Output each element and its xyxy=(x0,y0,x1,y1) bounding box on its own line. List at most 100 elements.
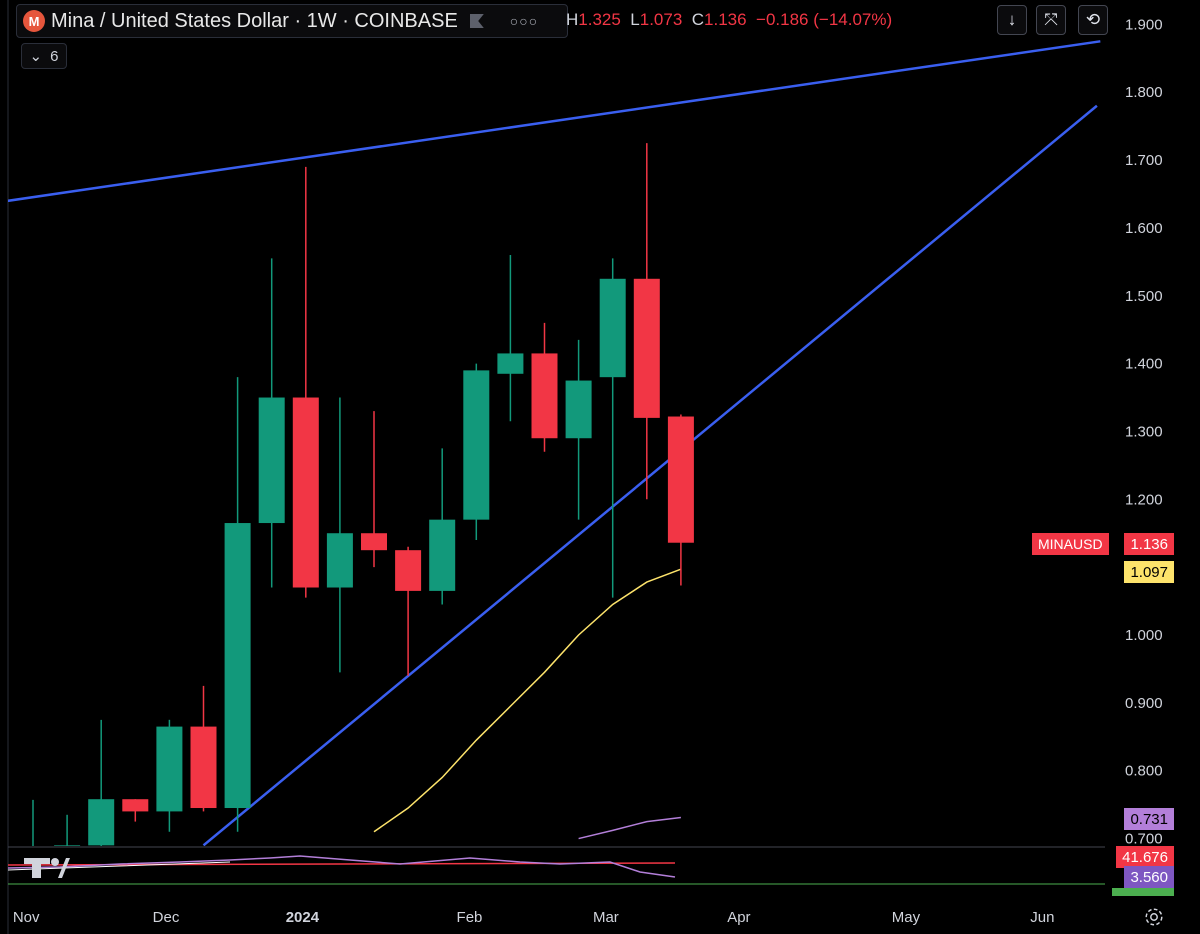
candle-body xyxy=(292,397,319,588)
collapse-icon: ⤧ xyxy=(1044,10,1058,29)
candle xyxy=(531,322,558,452)
candles xyxy=(32,143,694,846)
more-dots-icon[interactable]: ○○○ xyxy=(509,13,539,29)
moving-average xyxy=(373,568,682,840)
close-value: 1.136 xyxy=(704,10,747,29)
candle xyxy=(326,397,353,673)
y-tick-label: 1.200 xyxy=(1125,491,1163,508)
low-value: 1.073 xyxy=(639,10,683,29)
candle xyxy=(54,814,81,846)
purple-line xyxy=(578,816,681,840)
candle-body xyxy=(667,416,694,543)
last-price-tag: 1.136 xyxy=(1124,533,1174,555)
rsi-value-tag: 41.676 xyxy=(1116,846,1174,868)
candle-body xyxy=(190,726,217,809)
candle xyxy=(395,546,422,676)
y-tick-label: 0.800 xyxy=(1125,763,1163,780)
mina-logo-icon: M xyxy=(23,10,45,32)
candle-body xyxy=(633,278,660,418)
candle-body xyxy=(54,845,81,846)
x-tick-label: Nov xyxy=(13,909,40,926)
trendline-upper-resistance[interactable] xyxy=(0,40,1101,241)
candle xyxy=(361,411,387,568)
y-tick-label: 1.900 xyxy=(1125,16,1163,33)
candle-body xyxy=(88,799,115,846)
fullscreen-button[interactable]: ⟲ xyxy=(1078,5,1108,35)
candle xyxy=(88,719,115,846)
candle xyxy=(224,377,251,832)
candle xyxy=(463,363,490,541)
arrow-down-icon: ↓ xyxy=(1007,10,1017,29)
y-tick-label: 1.700 xyxy=(1125,152,1163,169)
candle-body xyxy=(326,533,353,588)
candle xyxy=(190,685,217,812)
y-tick-label: 1.000 xyxy=(1125,627,1163,644)
trendlines xyxy=(0,40,1101,846)
candle-body xyxy=(429,519,456,591)
candle xyxy=(258,258,285,588)
candle-body xyxy=(361,533,387,551)
trendline-lower-support[interactable] xyxy=(202,104,1098,846)
indicator-count: 6 xyxy=(50,47,59,65)
candle-body xyxy=(531,353,558,439)
y-tick-label: 0.700 xyxy=(1125,831,1163,848)
candle-body xyxy=(565,380,592,439)
y-tick-label: 1.800 xyxy=(1125,84,1163,101)
y-tick-label: 1.500 xyxy=(1125,288,1163,305)
candle-body xyxy=(395,550,422,591)
high-value: 1.325 xyxy=(578,10,621,29)
candle xyxy=(497,255,524,422)
candle xyxy=(429,448,456,605)
candle xyxy=(565,339,592,520)
candle xyxy=(667,414,694,586)
candle xyxy=(292,166,319,598)
green-value-tag xyxy=(1112,888,1174,896)
x-axis: Nov Dec 2024 Feb Mar Apr May Jun xyxy=(13,909,1055,926)
y-axis: 1.900 1.800 1.700 1.600 1.500 1.400 1.300 1.200… xyxy=(1125,16,1163,847)
symbol-price-tag: MINAUSD xyxy=(1032,533,1109,555)
x-tick-label: Dec xyxy=(153,909,180,926)
candle xyxy=(122,799,149,822)
purple-value-tag: 0.731 xyxy=(1124,808,1174,830)
symbol-title[interactable]: Mina / United States Dollar · 1W · COINB… xyxy=(51,9,458,32)
x-tick-label: Mar xyxy=(593,909,619,926)
collapse-button[interactable]: ⤧ xyxy=(1036,5,1066,35)
ma-line xyxy=(373,568,682,833)
arrow-down-button[interactable]: ↓ xyxy=(997,5,1027,35)
candle-body xyxy=(599,278,626,378)
candle-body xyxy=(497,353,524,374)
x-tick-label: Jun xyxy=(1030,909,1054,926)
y-tick-label: 1.400 xyxy=(1125,356,1163,373)
x-tick-label: Apr xyxy=(727,909,750,926)
ma-price-tag: 1.097 xyxy=(1124,561,1174,583)
osc-white-line xyxy=(7,861,231,871)
candle xyxy=(156,719,183,832)
y-tick-label: 0.900 xyxy=(1125,695,1163,712)
change-value: −0.186 (−14.07%) xyxy=(756,10,893,29)
tradingview-watermark-icon xyxy=(24,858,70,878)
candle-body xyxy=(122,799,149,812)
candle-body xyxy=(258,397,285,524)
symbol-legend[interactable]: M Mina / United States Dollar · 1W · COI… xyxy=(16,4,568,38)
settings-icon[interactable] xyxy=(1143,906,1165,928)
fullscreen-icon: ⟲ xyxy=(1085,10,1101,29)
candle xyxy=(599,258,626,598)
chevron-down-icon: ⌄ xyxy=(29,48,43,65)
x-tick-label: May xyxy=(892,909,921,926)
ohlc-values: H1.325 L1.073 C1.136 −0.186 (−14.07%) xyxy=(566,10,893,29)
indicators-toggle-button[interactable]: ⌄ 6 xyxy=(21,43,67,69)
osc-purple-line xyxy=(7,855,676,878)
x-tick-label: 2024 xyxy=(286,909,320,926)
candle-body xyxy=(224,523,251,809)
x-tick-label: Feb xyxy=(457,909,483,926)
osc-value-tag: 3.560 xyxy=(1124,866,1174,888)
oscillator-pane xyxy=(7,855,1105,885)
candle-body xyxy=(156,726,183,812)
candle xyxy=(633,143,660,500)
flag-icon[interactable] xyxy=(469,14,484,28)
candle-body xyxy=(463,370,490,520)
y-tick-label: 1.300 xyxy=(1125,423,1163,440)
y-tick-label: 1.600 xyxy=(1125,220,1163,237)
candle xyxy=(32,799,34,846)
